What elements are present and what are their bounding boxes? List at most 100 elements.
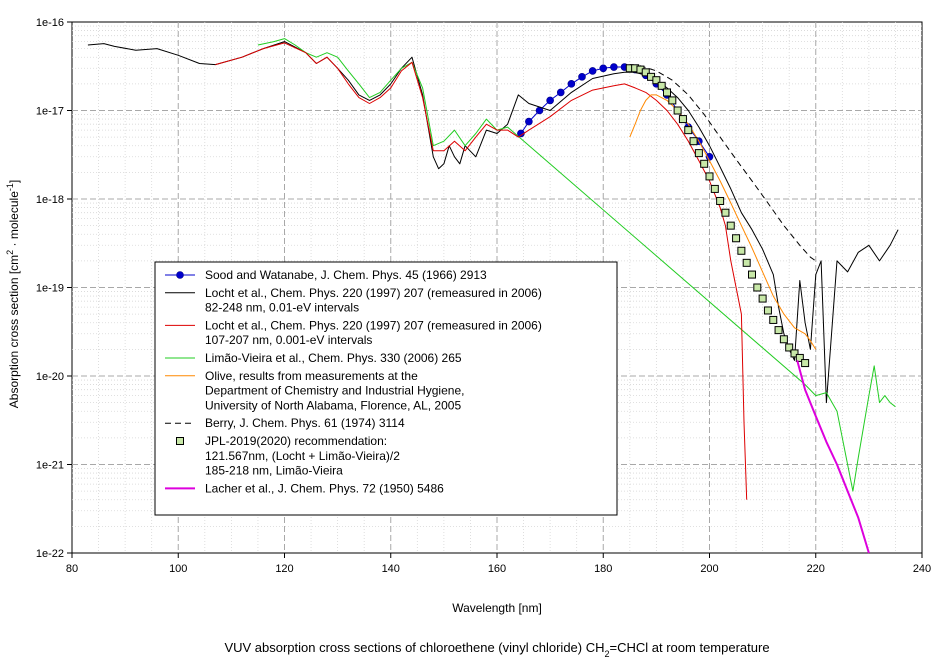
data-point bbox=[763, 306, 772, 315]
series-4 bbox=[629, 94, 817, 350]
series-line bbox=[629, 64, 817, 262]
data-point bbox=[774, 326, 783, 335]
legend-label: 82-248 nm, 0.01-eV intervals bbox=[205, 301, 359, 315]
y-axis-title: Absorption cross section [cm2 · molecule… bbox=[5, 180, 21, 408]
data-point bbox=[726, 221, 735, 230]
legend-label: 107-207 nm, 0.001-eV intervals bbox=[205, 333, 372, 347]
legend-box bbox=[154, 261, 618, 516]
series-line bbox=[629, 94, 817, 350]
data-point bbox=[657, 81, 666, 90]
data-point bbox=[567, 80, 576, 88]
x-tick-label: 160 bbox=[488, 563, 506, 575]
legend-entry-3: Limão-Vieira et al., Chem. Phys. 330 (20… bbox=[165, 351, 462, 365]
data-point bbox=[753, 283, 762, 292]
data-point bbox=[610, 63, 618, 71]
y-tick-label: 1e-17 bbox=[36, 106, 64, 118]
data-point bbox=[673, 106, 682, 115]
series-5 bbox=[629, 64, 817, 262]
legend-label: Olive, results from measurements at the bbox=[205, 369, 418, 383]
data-point bbox=[588, 67, 597, 75]
x-tick-label: 180 bbox=[594, 563, 612, 575]
legend-label: 185-218 nm, Limão-Vieira bbox=[205, 464, 343, 478]
data-point bbox=[748, 270, 756, 279]
legend-entry-5: Berry, J. Chem. Phys. 61 (1974) 3114 bbox=[165, 416, 405, 430]
x-tick-label: 240 bbox=[913, 563, 931, 575]
legend-label: Berry, J. Chem. Phys. 61 (1974) 3114 bbox=[205, 416, 405, 430]
y-axis-title-sup: -1 bbox=[5, 183, 15, 191]
legend-label: University of North Alabama, Florence, A… bbox=[205, 398, 461, 412]
x-axis: 80 100 120 140 160 180 200 220 240 bbox=[66, 553, 931, 575]
data-point bbox=[769, 315, 778, 324]
legend-entry-4: Olive, results from measurements at theD… bbox=[165, 369, 464, 412]
chart-caption: VUV absorption cross sections of chloroe… bbox=[224, 640, 769, 659]
x-tick-label: 220 bbox=[807, 563, 825, 575]
y-axis-title-sup: 2 bbox=[5, 250, 15, 255]
legend-label: Sood and Watanabe, J. Chem. Phys. 45 (19… bbox=[205, 268, 487, 282]
y-tick-label: 1e-19 bbox=[36, 283, 64, 295]
data-point bbox=[599, 64, 608, 73]
x-tick-label: 100 bbox=[169, 563, 187, 575]
data-point bbox=[700, 159, 709, 168]
data-point bbox=[678, 115, 687, 124]
x-tick-label: 120 bbox=[275, 563, 293, 575]
data-point bbox=[689, 137, 698, 146]
data-point bbox=[732, 234, 741, 243]
data-point bbox=[737, 246, 746, 255]
y-tick-label: 1e-21 bbox=[36, 460, 64, 472]
data-point bbox=[710, 184, 719, 193]
y-tick-label: 1e-16 bbox=[36, 17, 64, 29]
series-line bbox=[796, 360, 870, 554]
data-point bbox=[785, 343, 794, 352]
data-point bbox=[694, 149, 703, 158]
data-point bbox=[556, 88, 565, 97]
data-point bbox=[795, 353, 804, 362]
data-point bbox=[663, 88, 671, 97]
series-3 bbox=[257, 38, 896, 492]
legend: Sood and Watanabe, J. Chem. Phys. 45 (19… bbox=[154, 261, 618, 516]
data-point bbox=[742, 258, 751, 267]
y-axis: 1e-22 1e-21 1e-20 1e-19 1e-18 1e-17 1e-16 bbox=[36, 17, 72, 560]
y-tick-label: 1e-22 bbox=[36, 548, 64, 560]
data-point bbox=[779, 335, 788, 344]
caption-subscript: 2 bbox=[605, 649, 610, 659]
y-tick-label: 1e-20 bbox=[36, 371, 64, 383]
data-point bbox=[716, 196, 725, 205]
legend-entry-6: JPL-2019(2020) recommendation:121.567nm,… bbox=[176, 434, 400, 478]
data-point bbox=[546, 96, 554, 105]
series-line bbox=[215, 42, 748, 500]
legend-entry-1: Locht et al., Chem. Phys. 220 (1997) 207… bbox=[165, 286, 542, 315]
legend-entry-0: Sood and Watanabe, J. Chem. Phys. 45 (19… bbox=[165, 268, 487, 282]
legend-label: 121.567nm, (Locht + Limão-Vieira)/2 bbox=[205, 449, 400, 463]
legend-marker bbox=[176, 271, 184, 279]
series-6 bbox=[625, 64, 810, 368]
data-point bbox=[721, 208, 730, 217]
x-tick-label: 200 bbox=[700, 563, 718, 575]
y-tick-label: 1e-18 bbox=[36, 194, 64, 206]
data-point bbox=[525, 117, 533, 126]
x-tick-label: 140 bbox=[382, 563, 400, 575]
legend-label: Department of Chemistry and Industrial H… bbox=[205, 384, 464, 398]
legend-label: Locht et al., Chem. Phys. 220 (1997) 207… bbox=[205, 286, 542, 300]
x-tick-label: 80 bbox=[66, 563, 78, 575]
data-point bbox=[668, 96, 677, 105]
data-point bbox=[758, 294, 767, 303]
x-axis-title: Wavelength [nm] bbox=[452, 601, 542, 615]
series-2 bbox=[215, 42, 748, 500]
data-point bbox=[790, 349, 799, 358]
legend-label: Locht et al., Chem. Phys. 220 (1997) 207… bbox=[205, 318, 542, 332]
legend-marker bbox=[176, 437, 184, 445]
legend-label: Lacher et al., J. Chem. Phys. 72 (1950) … bbox=[205, 481, 444, 495]
data-point bbox=[705, 172, 714, 181]
legend-label: Limão-Vieira et al., Chem. Phys. 330 (20… bbox=[205, 351, 462, 365]
legend-entry-2: Locht et al., Chem. Phys. 220 (1997) 207… bbox=[165, 318, 542, 347]
series-line bbox=[257, 38, 896, 492]
data-point bbox=[801, 359, 810, 368]
legend-label: JPL-2019(2020) recommendation: bbox=[205, 434, 387, 448]
data-point bbox=[684, 126, 693, 135]
data-point bbox=[578, 73, 586, 81]
data-point bbox=[652, 76, 661, 85]
series-7 bbox=[796, 360, 870, 554]
legend-entry-7: Lacher et al., J. Chem. Phys. 72 (1950) … bbox=[165, 481, 444, 495]
data-point bbox=[641, 68, 650, 77]
